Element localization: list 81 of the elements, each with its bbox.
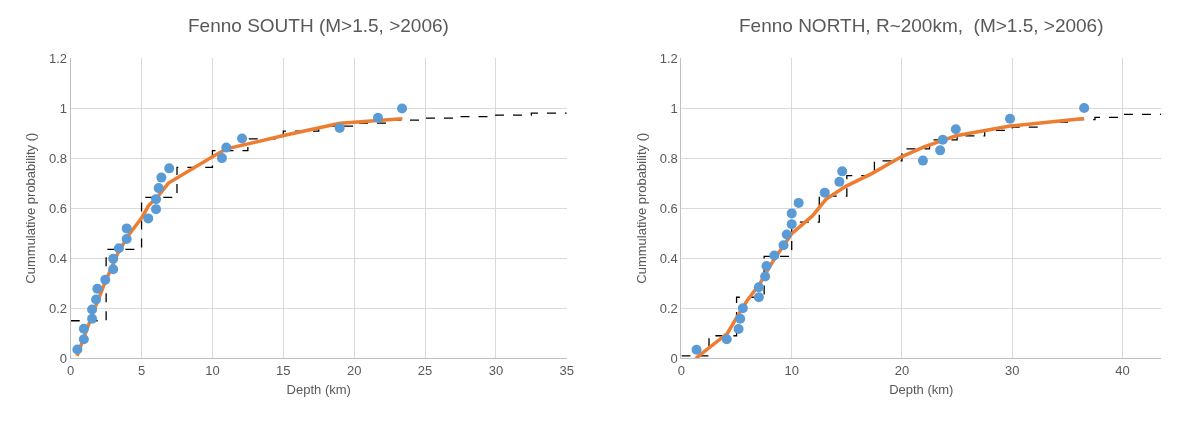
point — [121, 223, 132, 234]
point — [778, 240, 789, 251]
point — [721, 334, 732, 345]
point — [334, 123, 345, 134]
point — [153, 183, 164, 194]
x-tick-label: 5 — [137, 362, 146, 378]
point — [786, 208, 797, 219]
point — [78, 334, 89, 345]
y-tick-label: 0.6 — [49, 200, 68, 216]
y-tick-label: 0.2 — [659, 300, 678, 316]
y-axis-title: Cummulative probability () — [633, 132, 649, 284]
point — [221, 142, 232, 153]
point — [72, 344, 83, 355]
point — [216, 153, 227, 164]
point — [837, 166, 848, 177]
x-tick-label: 35 — [559, 362, 574, 378]
y-tick-label: 1.2 — [659, 50, 678, 66]
point — [819, 187, 830, 198]
x-tick-label: 30 — [488, 362, 504, 378]
y-tick-label: 1 — [670, 100, 678, 116]
y-tick-label: 0 — [59, 350, 68, 366]
point — [91, 294, 102, 305]
point — [100, 274, 111, 285]
point — [733, 324, 744, 335]
x-axis-title: Depth (km) — [286, 382, 351, 398]
x-tick-label: 20 — [346, 362, 362, 378]
y-tick-label: 0.4 — [659, 250, 678, 266]
point — [108, 253, 119, 264]
y-tick-label: 1 — [59, 100, 68, 116]
x-tick-label: 10 — [784, 362, 799, 378]
point — [1079, 103, 1090, 114]
point — [769, 250, 780, 261]
chart-title: Fenno SOUTH (M>1.5, >2006) — [188, 15, 449, 36]
x-axis-title: Depth (km) — [889, 382, 954, 398]
point — [78, 323, 89, 334]
y-tick-label: 0.8 — [659, 150, 678, 166]
y-tick-label: 0.8 — [49, 150, 68, 166]
point — [786, 219, 797, 230]
x-tick-label: 15 — [276, 362, 291, 378]
point — [781, 229, 792, 240]
point — [113, 243, 124, 254]
point — [108, 264, 119, 275]
point — [735, 313, 746, 324]
point — [92, 283, 103, 294]
point — [237, 133, 248, 144]
point — [760, 271, 771, 282]
point — [164, 163, 175, 174]
x-tick-label: 25 — [417, 362, 433, 378]
x-tick-label: 10 — [205, 362, 220, 378]
point — [691, 344, 702, 355]
point — [834, 176, 845, 187]
point — [737, 303, 748, 314]
point — [761, 260, 772, 271]
chart-title: Fenno NORTH, R~200km, (M>1.5, >2006) — [739, 15, 1104, 36]
point — [87, 313, 98, 324]
y-tick-label: 0.4 — [49, 250, 68, 266]
y-tick-label: 1.2 — [49, 50, 68, 66]
y-tick-label: 0 — [670, 350, 678, 366]
point — [151, 204, 162, 215]
point — [950, 124, 961, 135]
point — [935, 145, 946, 156]
point — [753, 282, 764, 293]
point — [753, 292, 764, 303]
point — [1005, 113, 1016, 124]
point — [156, 172, 167, 183]
x-tick-label: 20 — [894, 362, 910, 378]
x-tick-label: 40 — [1115, 362, 1130, 378]
y-axis-title: Cummulative probability () — [22, 132, 38, 284]
point — [937, 134, 948, 145]
point — [87, 304, 98, 315]
x-tick-label: 30 — [1005, 362, 1020, 378]
y-tick-label: 0.2 — [49, 300, 68, 316]
point — [121, 233, 132, 244]
point — [917, 155, 928, 166]
line-series — [694, 116, 1086, 359]
point — [397, 103, 408, 114]
point — [143, 213, 154, 224]
point — [372, 112, 383, 123]
point — [793, 197, 804, 208]
point — [151, 194, 162, 205]
y-tick-label: 0.6 — [659, 200, 678, 216]
